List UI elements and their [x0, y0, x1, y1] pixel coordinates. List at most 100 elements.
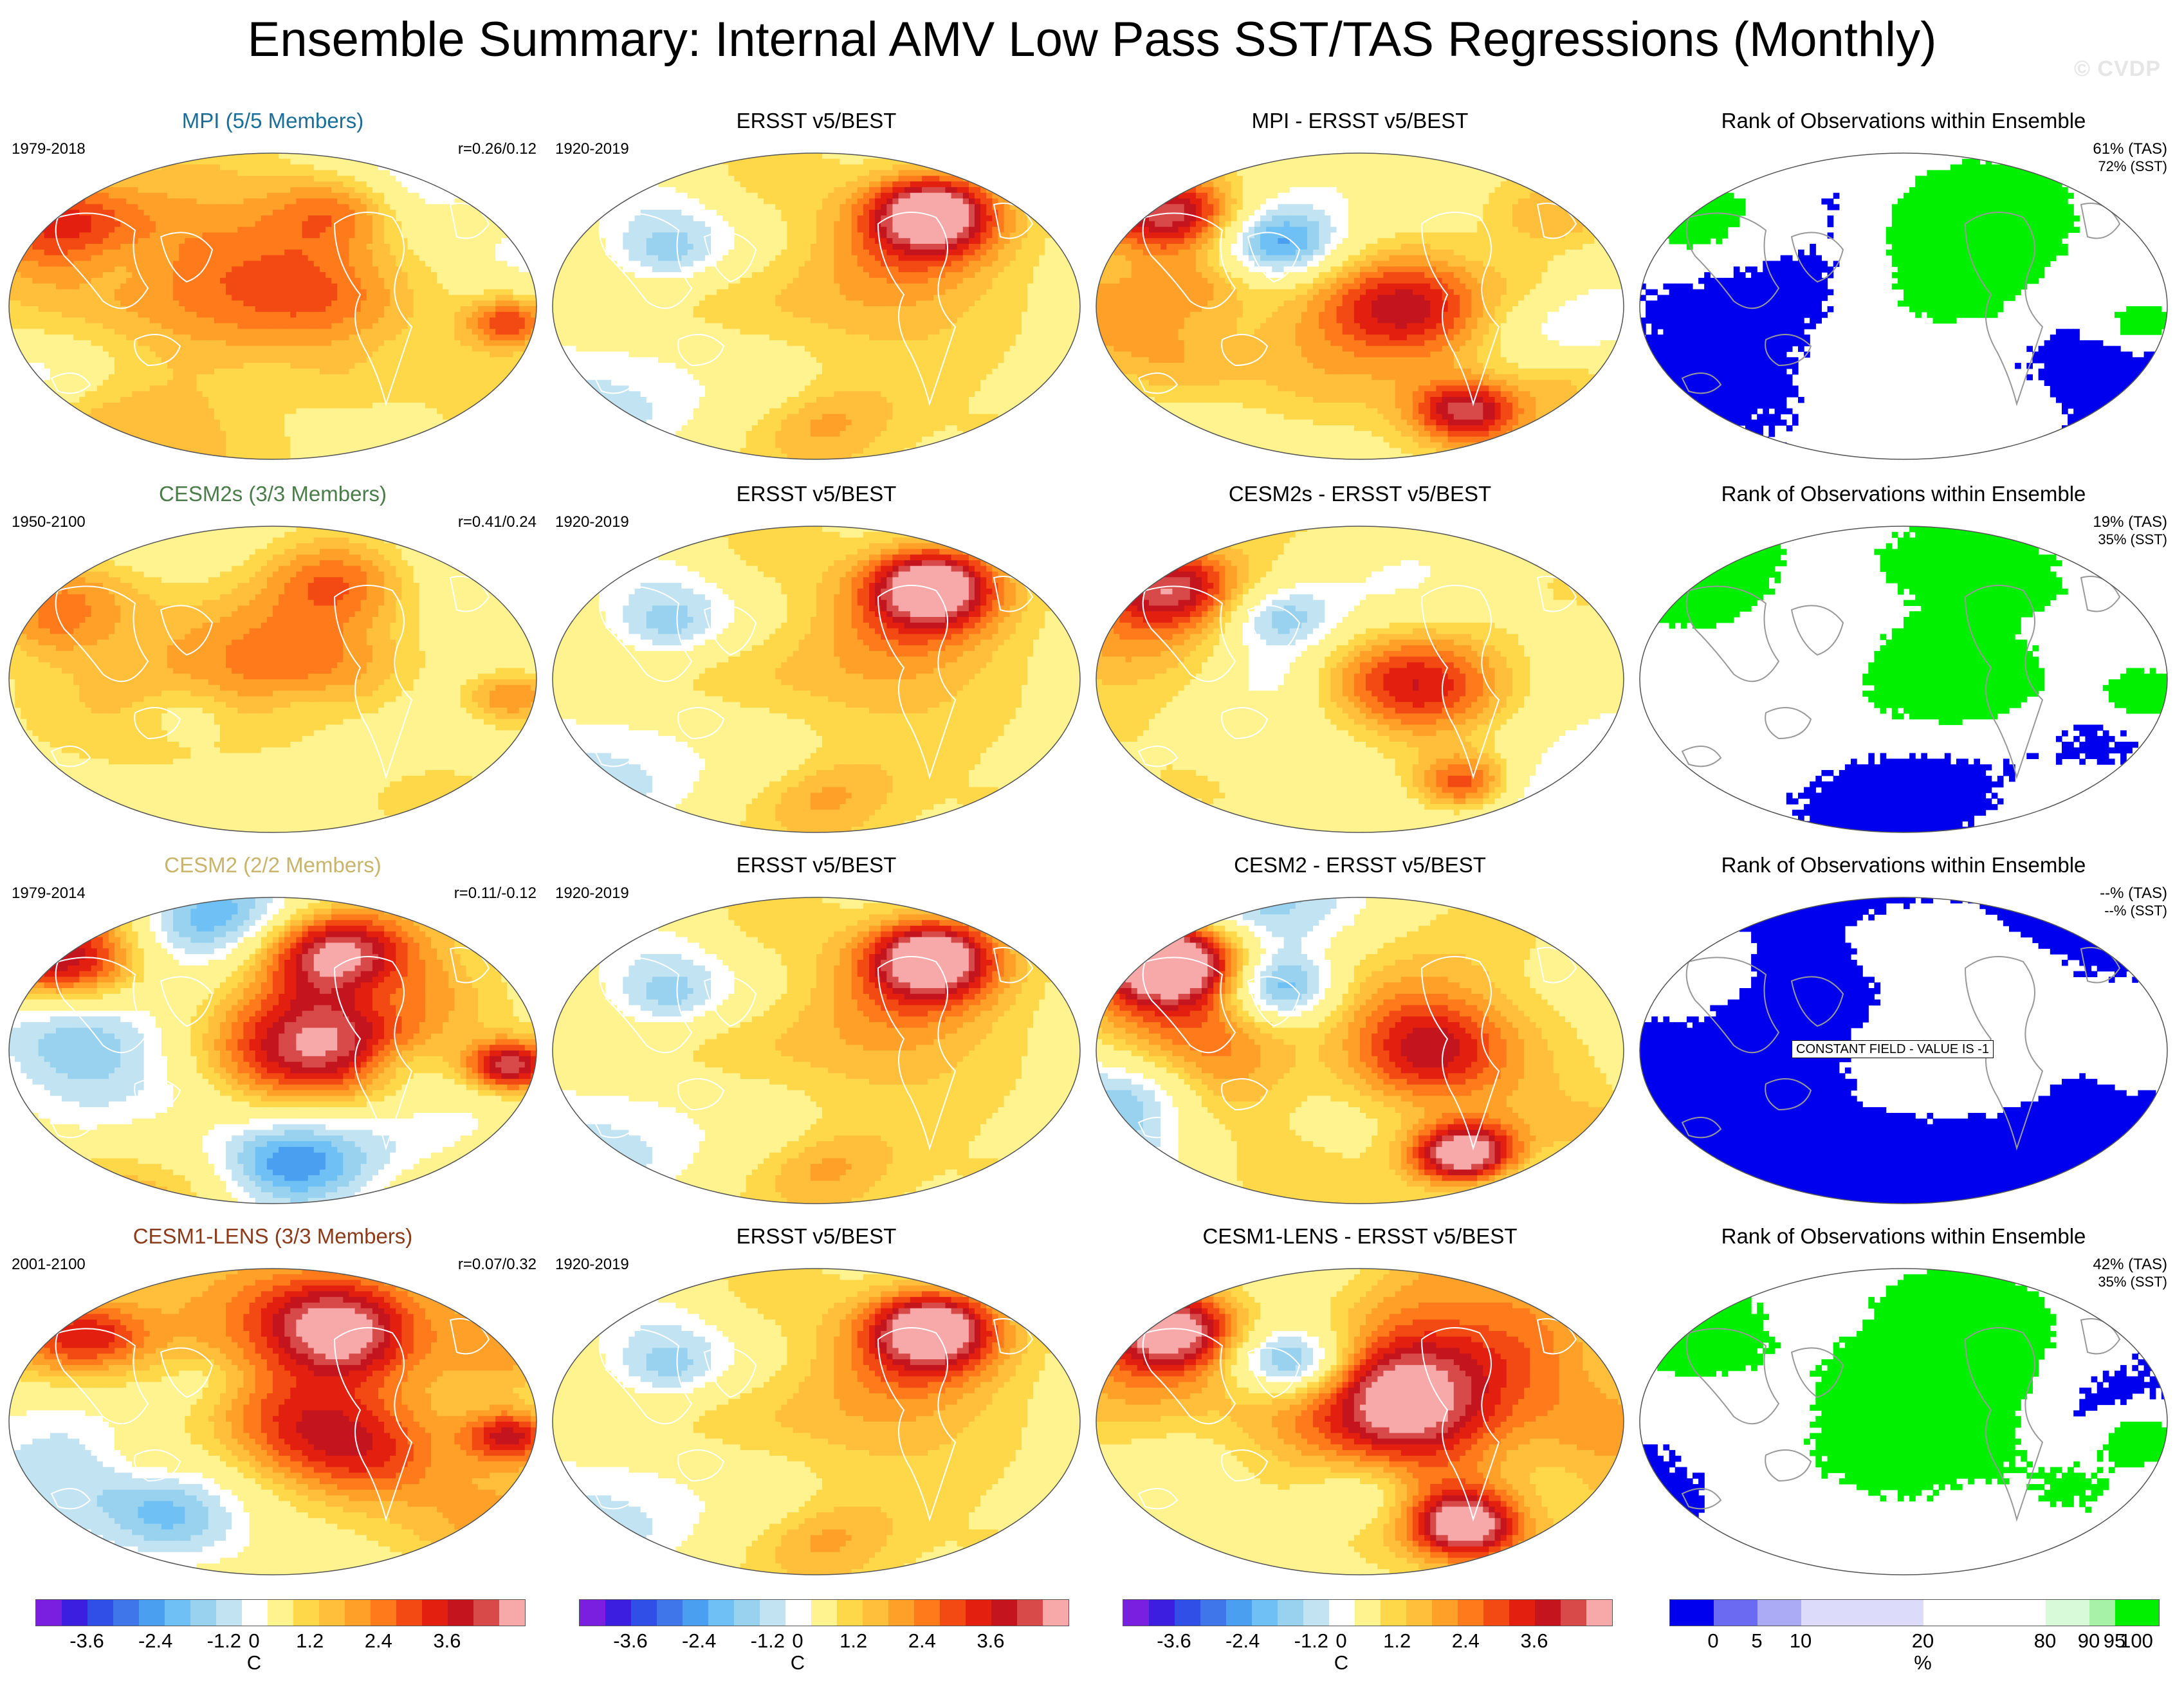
obs-title: ERSST v5/BEST [544, 1224, 1089, 1249]
panel-rank-row2: 19% (TAS) 35% (SST) Rank of Observations w… [1631, 481, 2176, 853]
colorbar-swatch [631, 1600, 657, 1626]
rank-title: Rank of Observations within Ensemble [1631, 481, 2176, 507]
colorbar-unit-label: % [1914, 1652, 1932, 1674]
years-label: 1920-2019 [555, 1256, 629, 1274]
map-field [1640, 153, 2168, 460]
colorbar-swatch [242, 1600, 268, 1626]
colorbar-swatch [1278, 1600, 1303, 1626]
obs-title: ERSST v5/BEST [544, 852, 1089, 878]
panel-rank-row1: 61% (TAS) 72% (SST) Rank of Observations w… [1631, 108, 2176, 480]
colorbar-swatch [1406, 1600, 1432, 1626]
colorbar-tick-label: 0 [1707, 1630, 1718, 1652]
colorbar-swatch [473, 1600, 499, 1626]
colorbar-swatch [36, 1600, 62, 1626]
map-diff [1087, 852, 1633, 1224]
rank-sst-label: 35% (SST) [2098, 1274, 2167, 1290]
colorbar-swatch [1226, 1600, 1252, 1626]
colorbar-swatch [396, 1600, 422, 1626]
colorbar-swatch [345, 1600, 371, 1626]
map-obs [544, 481, 1089, 853]
colorbar-swatch [2089, 1600, 2115, 1626]
map-field [1096, 1269, 1624, 1575]
colorbar-tick-label: 80 [2034, 1630, 2056, 1652]
colorbar-tick-label: 100 [2120, 1630, 2153, 1652]
panel-rank-row3: --% (TAS) --% (SST) CONSTANT FIELD - VALUE… [1631, 852, 2176, 1224]
map-field [553, 526, 1081, 833]
colorbar-tick-label: -3.6 [69, 1630, 104, 1652]
colorbar-swatch [1483, 1600, 1509, 1626]
colorbar-tick-label: 0 [248, 1630, 259, 1652]
temperature-colorbar-3: -3.6 -2.4 -1.2 0 1.2 2.4 3.6 C [1123, 1599, 1611, 1670]
panel-ens-row3: 1979-2014 r=0.11/-0.12 CESM2 (2/2 Members) [0, 852, 546, 1224]
years-label: 1920-2019 [555, 513, 629, 531]
colorbar-swatch [1303, 1600, 1329, 1626]
panel-diff-row1: MPI - ERSST v5/BEST [1087, 108, 1633, 480]
rank-tas-label: --% (TAS) [2100, 885, 2167, 903]
colorbar-swatch [87, 1600, 113, 1626]
colorbar-swatch [1017, 1600, 1043, 1626]
colorbar-swatch [914, 1600, 940, 1626]
colorbar-tick-label: 5 [1751, 1630, 1762, 1652]
panel-obs-row2: 1920-2019 ERSST v5/BEST [544, 481, 1089, 853]
correlation-label: r=0.07/0.32 [458, 1256, 537, 1274]
years-label: 2001-2100 [12, 1256, 86, 1274]
colorbar-tick-label: 3.6 [433, 1630, 461, 1652]
panel-diff-row3: CESM2 - ERSST v5/BEST [1087, 852, 1633, 1224]
map-rank [1631, 108, 2176, 480]
rank-sst-label: --% (SST) [2104, 903, 2167, 919]
colorbar-swatch [1432, 1600, 1458, 1626]
figure-title: Ensemble Summary: Internal AMV Low Pass … [0, 9, 2184, 71]
map-obs [544, 108, 1089, 480]
colorbar-swatch [940, 1600, 966, 1626]
map-diff [1087, 108, 1633, 480]
colorbar-swatch [139, 1600, 165, 1626]
rank-tas-label: 19% (TAS) [2093, 513, 2167, 531]
panel-diff-row4: CESM1-LENS - ERSST v5/BEST [1087, 1224, 1633, 1595]
map-rank [1631, 481, 2176, 853]
temperature-colorbar-1: -3.6 -2.4 -1.2 0 1.2 2.4 3.6 C [35, 1599, 524, 1670]
colorbar-swatch [1355, 1600, 1381, 1626]
colorbar-swatch [1509, 1600, 1535, 1626]
colorbar-swatch [1586, 1600, 1612, 1626]
map-field [553, 153, 1081, 460]
panel-ens-row4: 2001-2100 r=0.07/0.32 CESM1-LENS (3/3 Memb… [0, 1224, 546, 1595]
colorbar-swatch [1252, 1600, 1278, 1626]
map-rank [1631, 1224, 2176, 1595]
colorbar-swatch [888, 1600, 914, 1626]
colorbar-swatch [190, 1600, 216, 1626]
colorbar-swatch [165, 1600, 190, 1626]
panel-obs-row4: 1920-2019 ERSST v5/BEST [544, 1224, 1089, 1595]
colorbar-tick-label: -2.4 [138, 1630, 172, 1652]
colorbar-swatch [422, 1600, 448, 1626]
map-field [9, 1269, 537, 1575]
colorbar-swatch [62, 1600, 87, 1626]
correlation-label: r=0.26/0.12 [458, 140, 537, 158]
colorbar-swatch [605, 1600, 631, 1626]
colorbar-tick-label: 0 [1335, 1630, 1346, 1652]
rank-colorbar: 0 5 10 20 80 90 95 100% [1669, 1599, 2158, 1670]
colorbar-swatch [734, 1600, 760, 1626]
map-field [1096, 526, 1624, 833]
colorbar-swatch [499, 1600, 525, 1626]
difference-title: CESM2s - ERSST v5/BEST [1087, 481, 1633, 507]
colorbar-swatch [863, 1600, 888, 1626]
map-field [553, 897, 1081, 1204]
colorbar-tick-label: -1.2 [207, 1630, 241, 1652]
map-rank [1631, 852, 2176, 1224]
colorbar-swatch [216, 1600, 242, 1626]
colorbar-tick-label: -1.2 [751, 1630, 785, 1652]
colorbar-swatch [811, 1600, 837, 1626]
colorbar-swatch [1123, 1600, 1149, 1626]
map-field [9, 526, 537, 833]
ensemble-title: CESM2 (2/2 Members) [0, 852, 546, 878]
colorbar-swatch [448, 1600, 473, 1626]
panel-diff-row2: CESM2s - ERSST v5/BEST [1087, 481, 1633, 853]
map-diff [1087, 481, 1633, 853]
colorbar-tick-label: 2.4 [365, 1630, 392, 1652]
map-field [9, 897, 537, 1204]
colorbar-swatch [1923, 1600, 2046, 1626]
colorbar-swatch [1561, 1600, 1586, 1626]
correlation-label: r=0.41/0.24 [458, 513, 537, 531]
colorbar-tick-label: 90 [2078, 1630, 2100, 1652]
colorbar-swatch [837, 1600, 863, 1626]
